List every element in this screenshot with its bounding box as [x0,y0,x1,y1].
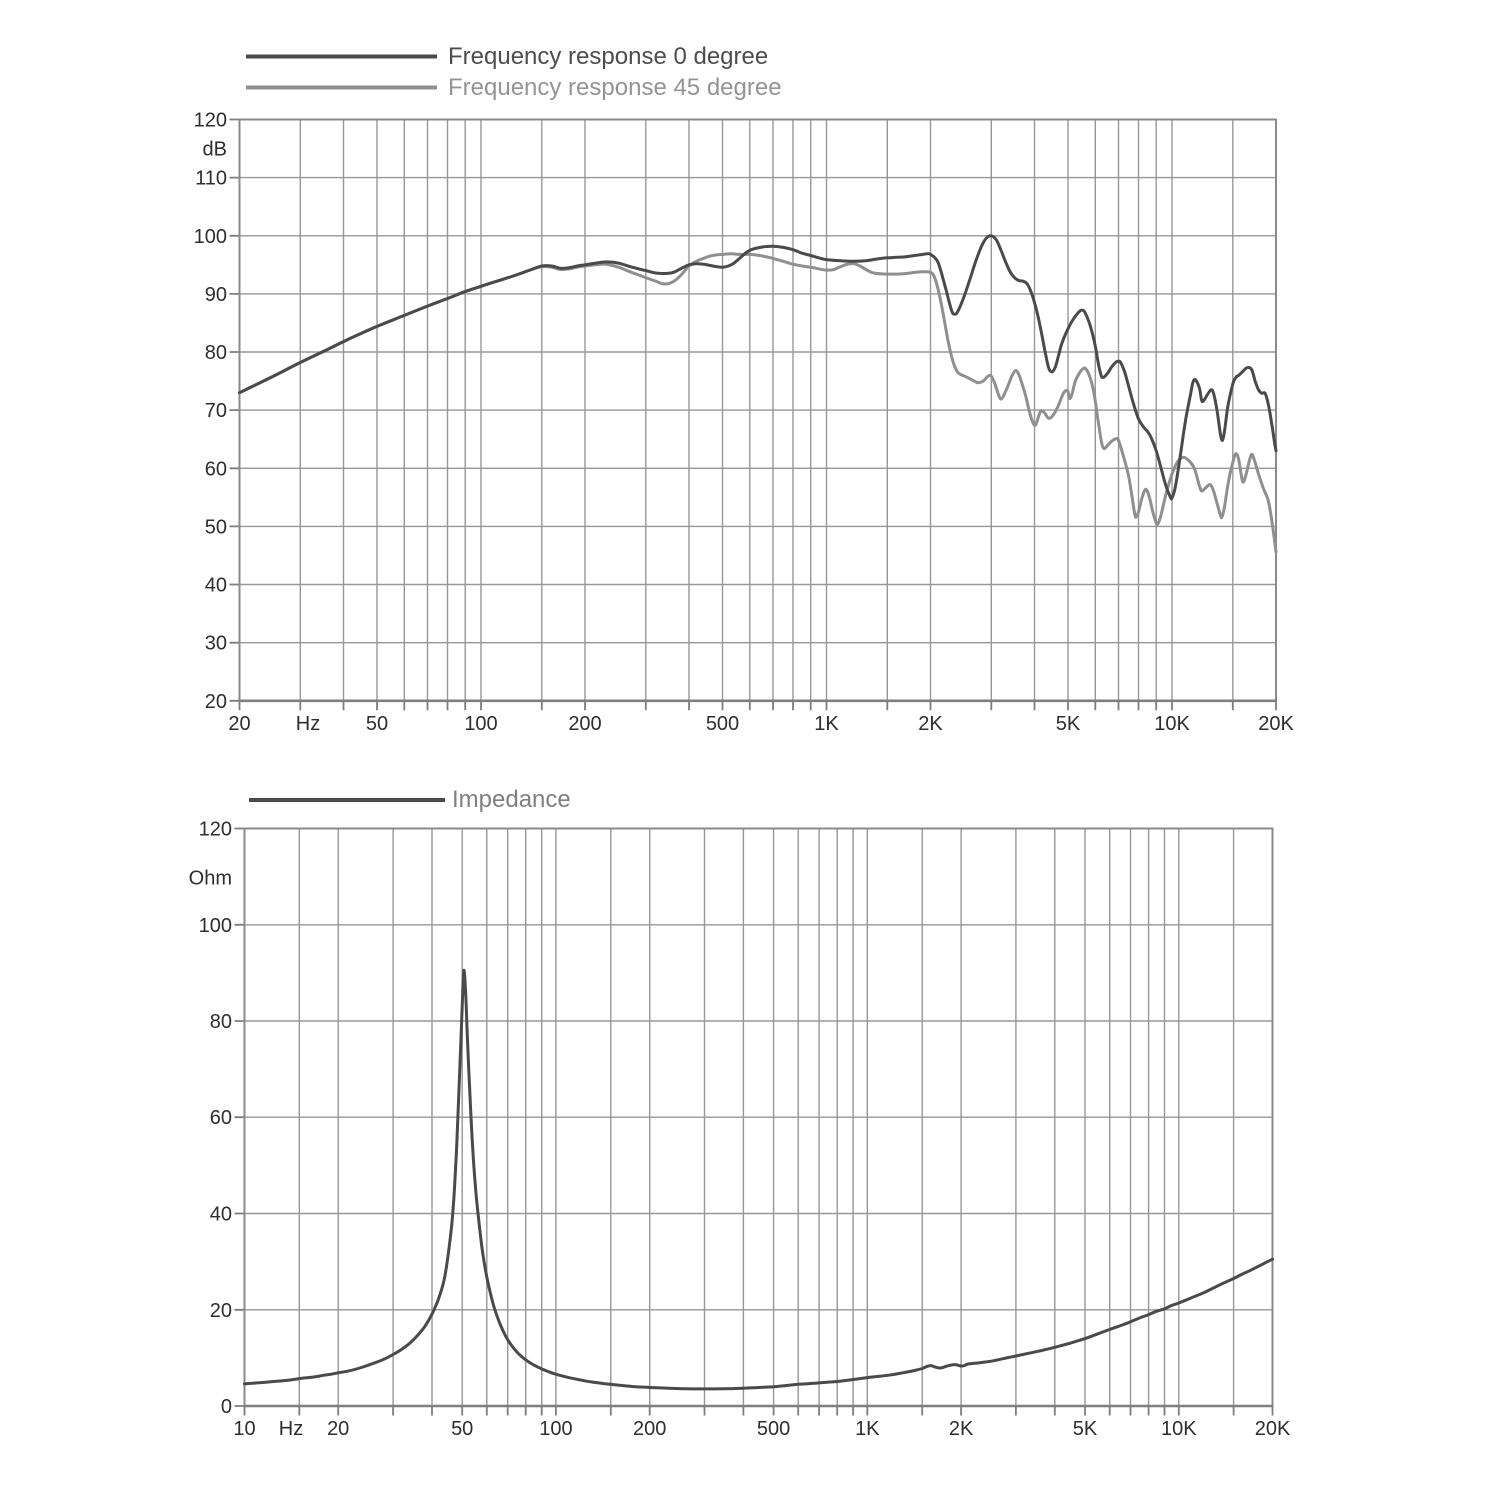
svg-text:20: 20 [327,1418,349,1440]
svg-text:20: 20 [228,713,250,735]
svg-text:120: 120 [194,110,227,132]
svg-text:60: 60 [205,458,227,480]
svg-text:10K: 10K [1161,1418,1197,1440]
svg-text:Frequency response 0 degree: Frequency response 0 degree [448,43,768,70]
svg-text:90: 90 [205,284,227,306]
svg-text:2K: 2K [918,713,943,735]
svg-text:dB: dB [203,139,227,161]
svg-text:40: 40 [210,1204,232,1226]
svg-text:0: 0 [221,1396,232,1418]
svg-text:50: 50 [205,516,227,538]
svg-text:Hz: Hz [296,713,320,735]
svg-text:30: 30 [205,633,227,655]
svg-text:70: 70 [205,400,227,422]
svg-text:20K: 20K [1255,1418,1291,1440]
svg-text:40: 40 [205,575,227,597]
svg-text:60: 60 [210,1107,232,1129]
svg-text:2K: 2K [949,1418,974,1440]
svg-text:80: 80 [205,342,227,364]
svg-text:200: 200 [633,1418,666,1440]
svg-text:110: 110 [195,168,227,190]
svg-text:80: 80 [210,1011,232,1033]
svg-text:120: 120 [199,819,232,841]
svg-text:1K: 1K [814,713,839,735]
svg-text:1K: 1K [855,1418,880,1440]
svg-text:Hz: Hz [279,1418,303,1440]
svg-text:5K: 5K [1056,713,1081,735]
svg-text:10K: 10K [1154,713,1190,735]
svg-text:5K: 5K [1073,1418,1098,1440]
svg-text:20: 20 [210,1300,232,1322]
svg-text:100: 100 [199,915,232,937]
svg-text:100: 100 [539,1418,572,1440]
svg-text:50: 50 [366,713,388,735]
svg-text:Ohm: Ohm [189,868,232,890]
svg-text:10: 10 [233,1418,255,1440]
svg-text:50: 50 [451,1418,473,1440]
svg-text:100: 100 [194,226,227,248]
svg-text:100: 100 [464,713,497,735]
svg-text:Frequency response 45 degree: Frequency response 45 degree [448,74,782,101]
svg-text:500: 500 [706,713,739,735]
svg-text:20K: 20K [1258,713,1294,735]
svg-text:20: 20 [205,691,227,713]
svg-text:200: 200 [568,713,601,735]
svg-text:500: 500 [757,1418,790,1440]
svg-text:Impedance: Impedance [452,786,571,813]
